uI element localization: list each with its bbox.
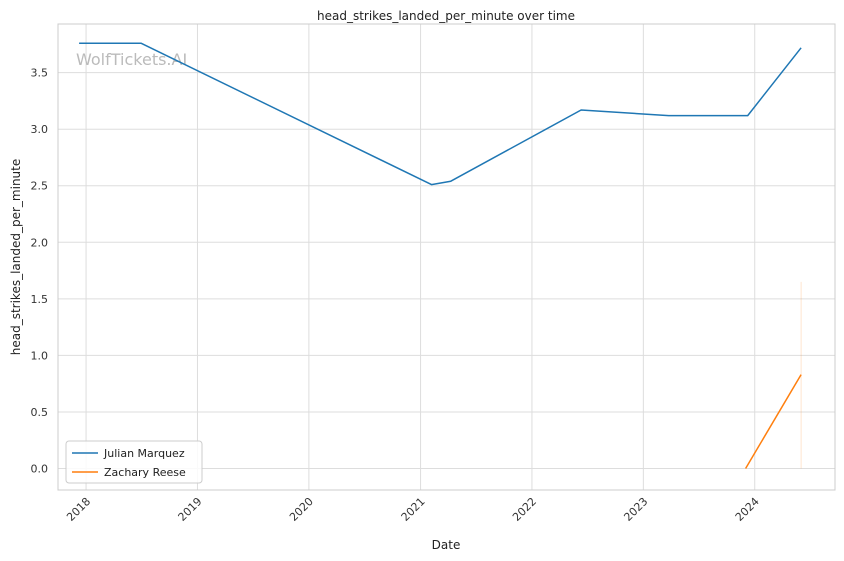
y-axis-ticks: 0.0 0.5 1.0 1.5 2.0 2.5 3.0 3.5 [31,67,49,476]
legend-box [65,440,203,484]
legend-label: Julian Marquez [103,447,185,460]
y-tick-label: 2.5 [31,180,49,193]
grid-lines [58,24,835,490]
y-tick-label: 3.0 [31,123,49,136]
y-tick-label: 2.0 [31,236,49,249]
legend: Julian Marquez Zachary Reese [65,440,203,484]
y-tick-label: 1.5 [31,293,49,306]
y-tick-label: 0.5 [31,406,49,419]
series-lines [79,42,802,469]
legend-label: Zachary Reese [104,466,186,479]
plot-frame [57,23,836,491]
y-tick-label: 1.0 [31,349,49,362]
y-tick-label: 0.0 [31,463,49,476]
watermark-text: WolfTickets.AI [76,50,187,69]
y-tick-label: 3.5 [31,67,49,80]
chart-title: head_strikes_landed_per_minute over time [317,9,575,23]
x-axis-title: Date [432,538,461,552]
y-axis-title: head_strikes_landed_per_minute [9,159,23,356]
series-line [79,42,802,186]
series-line [744,374,802,469]
